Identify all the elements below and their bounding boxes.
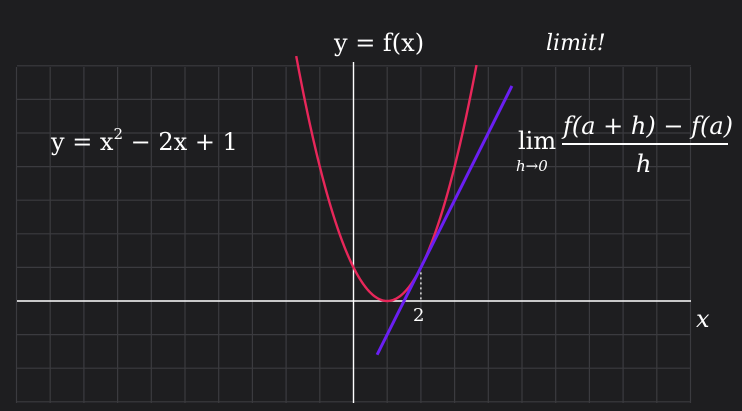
limit-caption: limit! [546, 31, 606, 56]
x-axis-label: x [696, 305, 710, 333]
limit-subscript: h→0 [516, 157, 548, 175]
limit-operator: lim [518, 127, 557, 155]
parabola-curve [295, 55, 478, 303]
fraction-bar [562, 143, 728, 145]
equation-lhs: y = x [51, 128, 114, 156]
parabola-equation: y = x2 − 2x + 1 [51, 125, 238, 157]
curves [295, 55, 514, 356]
equation-rhs: − 2x + 1 [123, 128, 238, 156]
tangent-line [375, 85, 514, 356]
difference-quotient-numerator: f(a + h) − f(a) [563, 112, 734, 140]
function-title: y = f(x) [334, 29, 425, 57]
x-tick-label: 2 [413, 305, 425, 326]
equation-exponent: 2 [113, 125, 124, 143]
axes [17, 62, 691, 403]
difference-quotient-denominator: h [636, 150, 652, 178]
